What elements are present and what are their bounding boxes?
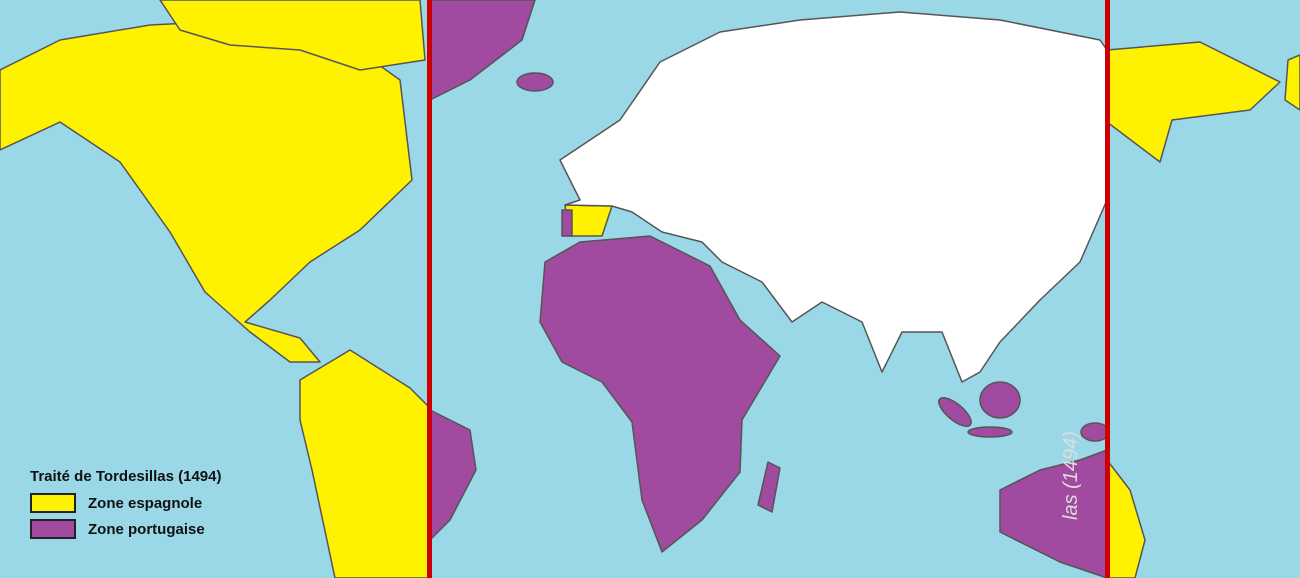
tordesillas-line-east xyxy=(1105,0,1110,578)
portugal xyxy=(561,209,573,237)
africa xyxy=(539,235,781,553)
eurasia-unclaimed xyxy=(559,11,1108,383)
east-australia xyxy=(1106,459,1146,578)
tordesillas-line-west xyxy=(427,0,432,578)
legend-title: Traité de Tordesillas (1494) xyxy=(30,468,222,485)
portuguese-swatch xyxy=(30,519,76,539)
borneo xyxy=(979,381,1021,419)
legend-label: Zone portugaise xyxy=(88,520,205,538)
legend-item-portuguese: Zone portugaise xyxy=(30,519,221,539)
iceland xyxy=(516,72,554,92)
legend-label: Zone espagnole xyxy=(88,494,203,512)
south-america xyxy=(299,349,431,578)
brazil-east xyxy=(429,409,477,541)
far-right-sliver xyxy=(1284,54,1300,111)
portuguese-zone xyxy=(429,0,1110,578)
java xyxy=(967,426,1013,438)
legend: Traité de Tordesillas (1494) Zone espagn… xyxy=(30,468,221,545)
madagascar xyxy=(757,461,781,513)
australia-west xyxy=(999,449,1108,578)
legend-item-spanish: Zone espagnole xyxy=(30,493,221,513)
east-asia xyxy=(1106,41,1281,163)
sumatra xyxy=(938,397,972,427)
new-guinea xyxy=(1080,422,1110,442)
north-america xyxy=(0,19,413,363)
arctic-islands xyxy=(159,0,426,71)
line-label: las (1494) xyxy=(1060,431,1082,520)
spanish-swatch xyxy=(30,493,76,513)
